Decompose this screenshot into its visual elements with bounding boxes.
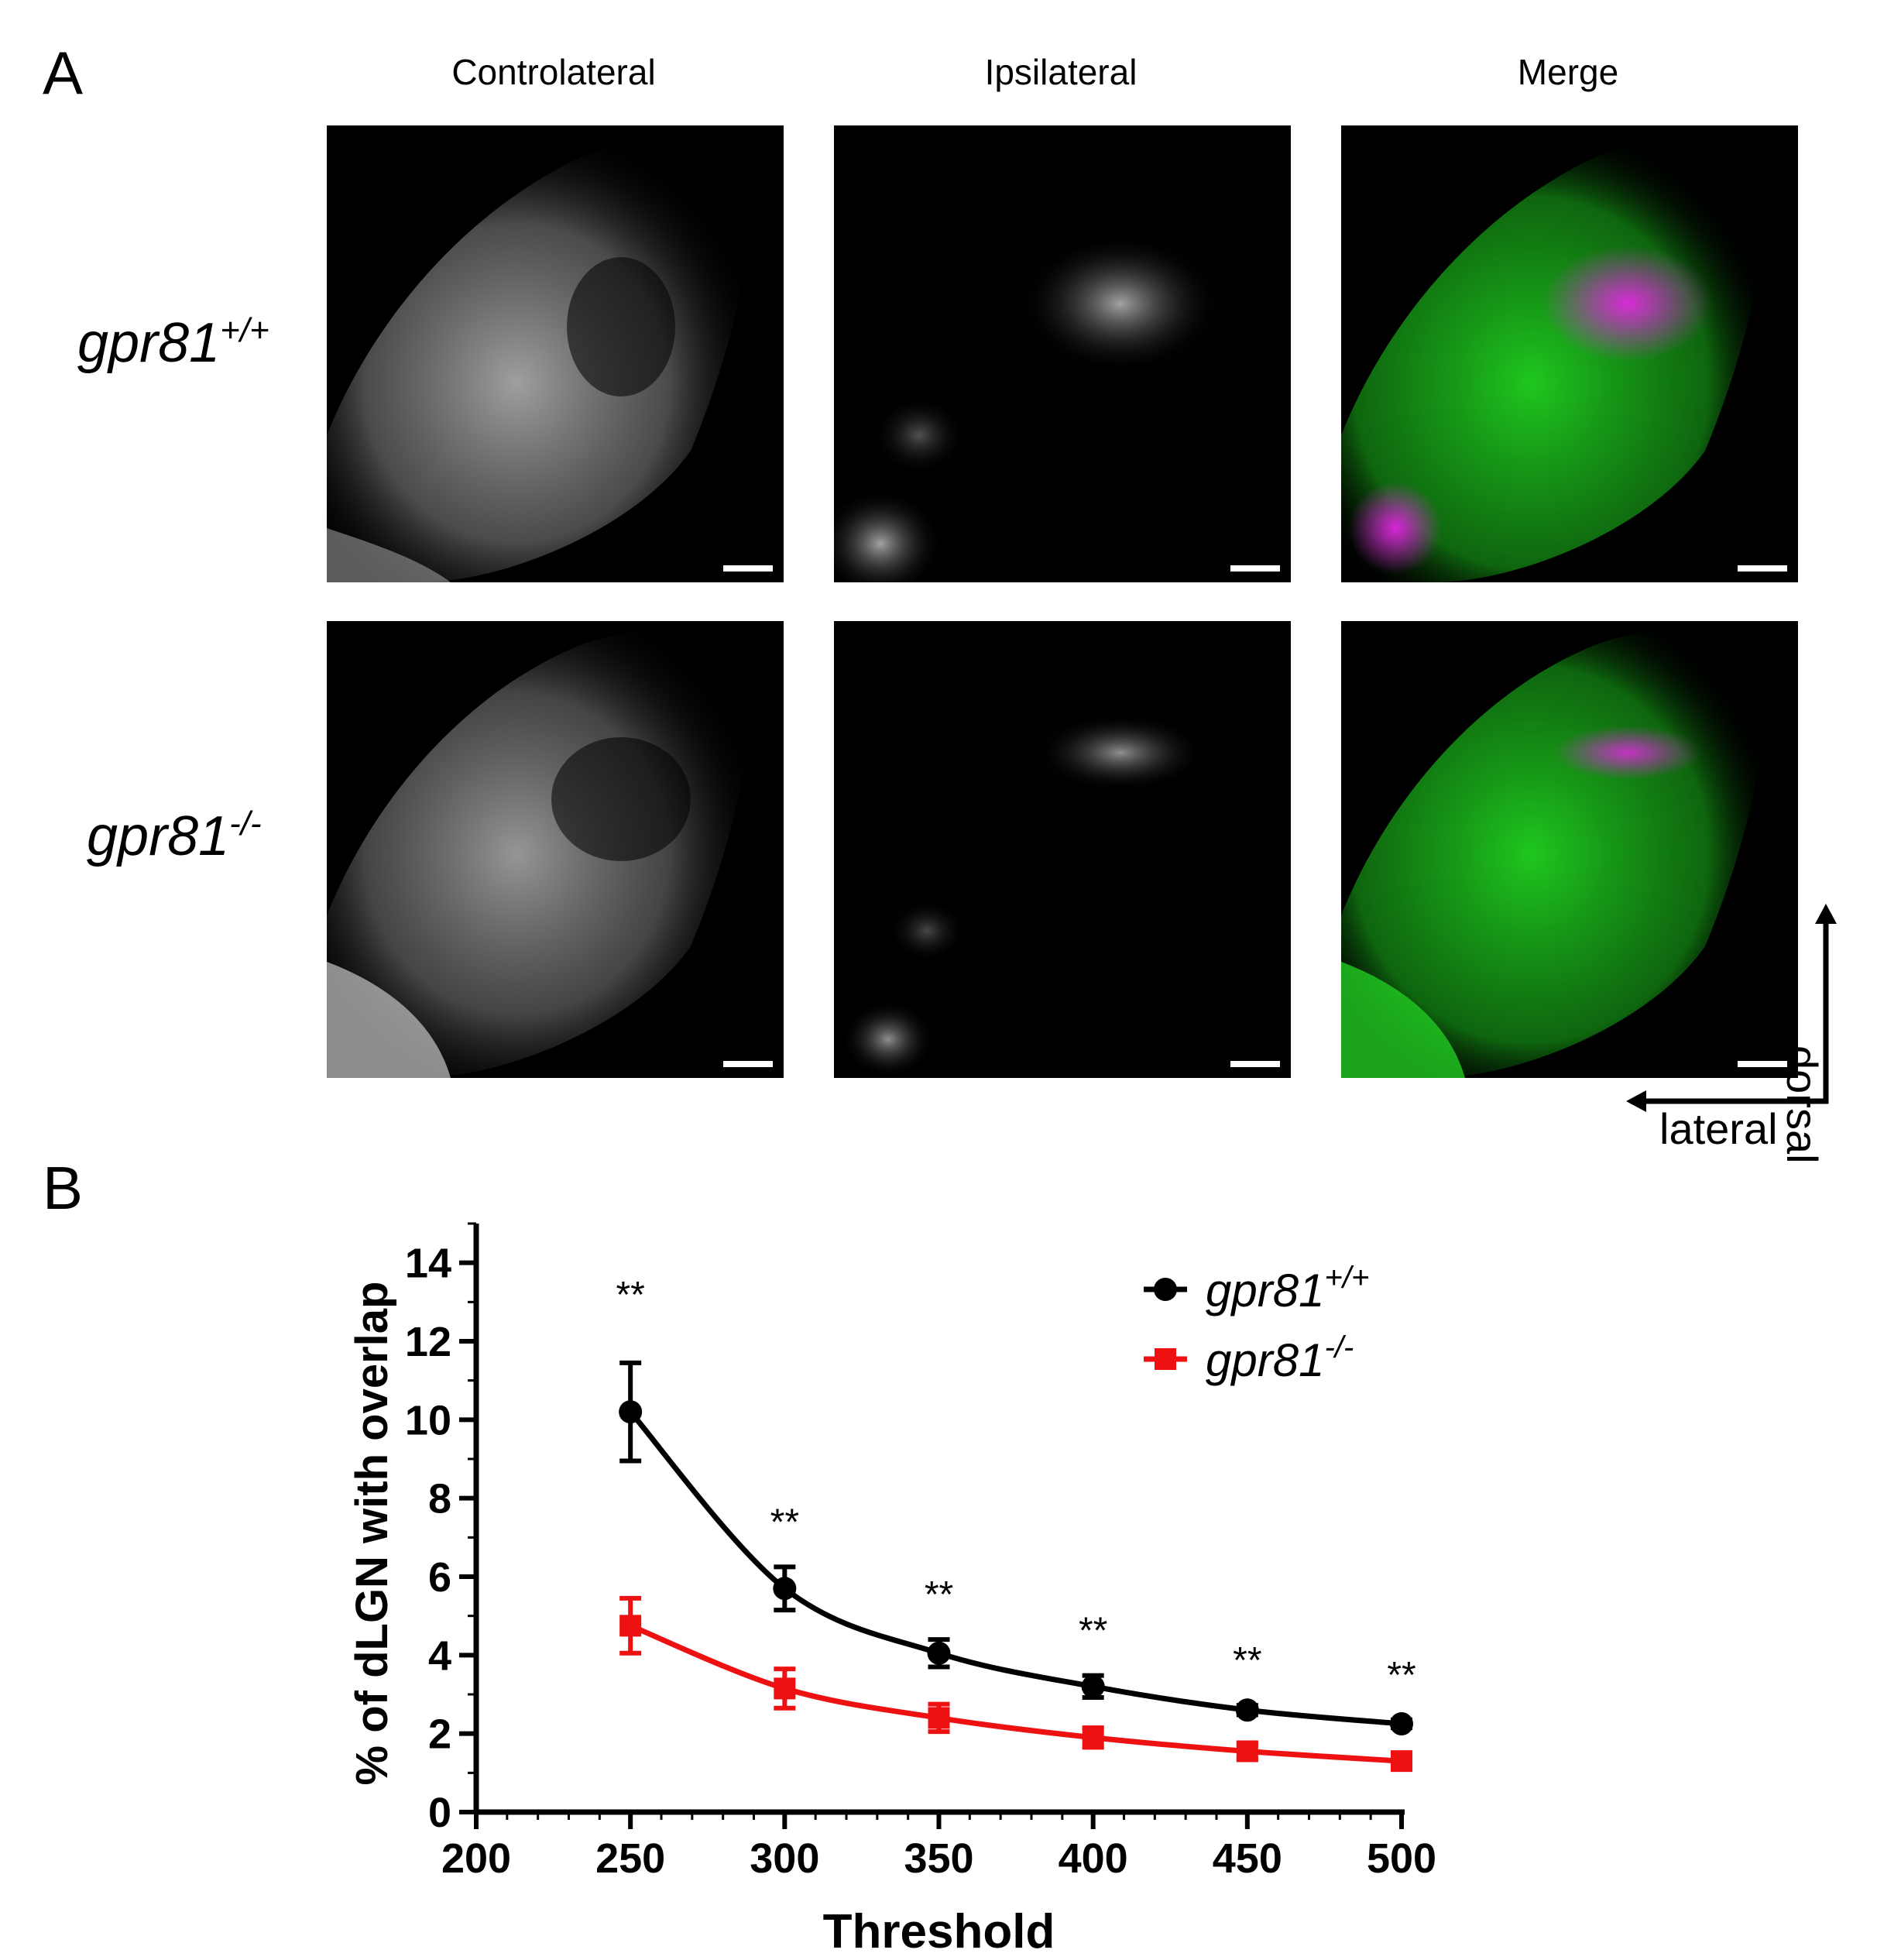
x-tick-label: 200 bbox=[441, 1835, 511, 1882]
micrograph-ko-merge bbox=[1341, 621, 1798, 1078]
data-point bbox=[928, 1707, 950, 1729]
panel-a-letter: A bbox=[43, 39, 84, 107]
dorsal-arrow-head bbox=[1815, 904, 1837, 924]
y-tick-label: 14 bbox=[405, 1241, 451, 1287]
data-point bbox=[1236, 1740, 1258, 1763]
y-tick-label: 10 bbox=[405, 1397, 451, 1443]
micrograph-wt-merge bbox=[1341, 125, 1798, 582]
x-tick-label: 250 bbox=[595, 1835, 665, 1882]
y-tick-label: 12 bbox=[405, 1319, 451, 1365]
row-label-wildtype: gpr81+/+ bbox=[77, 311, 269, 374]
y-tick-label: 4 bbox=[428, 1632, 451, 1679]
row-label-knockout-base: gpr81 bbox=[87, 805, 230, 867]
data-point bbox=[773, 1577, 797, 1601]
y-tick-label: 8 bbox=[428, 1476, 451, 1522]
column-title-merge: Merge bbox=[1517, 52, 1619, 92]
micrograph-ko-merge-image bbox=[1341, 630, 1764, 1078]
micrograph-wt-ipsilateral-image bbox=[834, 234, 1221, 582]
legend-label-sup: -/- bbox=[1324, 1330, 1354, 1364]
legend-label-base: gpr81 bbox=[1206, 1265, 1324, 1316]
significance-label: ** bbox=[1233, 1640, 1261, 1681]
micrograph-wt-controlateral bbox=[327, 125, 784, 582]
series-line-1 bbox=[629, 1623, 1402, 1764]
legend-label-base: gpr81 bbox=[1206, 1334, 1324, 1386]
significance-label: ** bbox=[925, 1574, 953, 1615]
x-tick-label: 450 bbox=[1213, 1835, 1282, 1882]
data-point bbox=[774, 1677, 796, 1700]
micrograph-wt-ipsilateral bbox=[834, 125, 1291, 582]
panel-b-letter: B bbox=[43, 1154, 84, 1222]
micrograph-wt-controlateral-image bbox=[327, 139, 750, 582]
significance-label: ** bbox=[616, 1275, 644, 1316]
scale-bar bbox=[723, 565, 773, 572]
data-point bbox=[619, 1615, 642, 1637]
y-tick-label: 6 bbox=[428, 1554, 451, 1601]
row-label-knockout: gpr81-/- bbox=[87, 805, 262, 867]
data-point bbox=[1390, 1712, 1413, 1735]
scale-bar bbox=[1230, 1061, 1280, 1067]
row-label-wildtype-sup: +/+ bbox=[220, 311, 269, 349]
orientation-lateral-label: lateral bbox=[1659, 1104, 1778, 1153]
data-point bbox=[1391, 1750, 1412, 1773]
micrograph-ko-ipsilateral bbox=[834, 621, 1291, 1078]
data-point bbox=[619, 1400, 643, 1424]
lateral-arrow-head bbox=[1626, 1090, 1646, 1112]
column-title-ipsilateral: Ipsilateral bbox=[984, 52, 1138, 92]
scale-bar bbox=[1738, 565, 1787, 572]
series-line-0 bbox=[628, 1409, 1402, 1727]
scale-bar bbox=[1230, 565, 1280, 572]
data-point bbox=[1081, 1674, 1105, 1698]
orientation-arrows bbox=[1626, 904, 1837, 1112]
column-title-controlateral: Controlateral bbox=[451, 52, 656, 92]
data-point bbox=[927, 1641, 951, 1665]
micrograph-ko-ipsilateral-image bbox=[842, 714, 1206, 1078]
x-tick-label: 400 bbox=[1059, 1835, 1128, 1882]
micrograph-wt-merge-image bbox=[1341, 139, 1764, 582]
y-axis-label: % of dLGN with overlap bbox=[347, 1282, 397, 1786]
legend-marker bbox=[1154, 1278, 1177, 1301]
legend-marker bbox=[1155, 1348, 1176, 1370]
legend-label-sup: +/+ bbox=[1324, 1261, 1369, 1295]
row-label-wildtype-base: gpr81 bbox=[77, 312, 221, 374]
legend-label: gpr81+/+ bbox=[1206, 1261, 1369, 1316]
x-axis-label: Threshold bbox=[823, 1905, 1055, 1958]
x-tick-label: 300 bbox=[750, 1835, 819, 1882]
x-tick-label: 350 bbox=[904, 1835, 973, 1882]
significance-label: ** bbox=[770, 1502, 799, 1543]
micrograph-ko-controlateral-image bbox=[327, 630, 750, 1078]
significance-label: ** bbox=[1079, 1611, 1107, 1652]
scale-bar bbox=[723, 1061, 773, 1067]
data-point bbox=[1082, 1726, 1104, 1749]
legend-label: gpr81-/- bbox=[1206, 1330, 1354, 1386]
scale-bar bbox=[1738, 1061, 1787, 1067]
micrograph-ko-controlateral bbox=[327, 621, 784, 1078]
x-tick-label: 500 bbox=[1367, 1835, 1436, 1882]
significance-label: ** bbox=[1387, 1655, 1415, 1696]
row-label-knockout-sup: -/- bbox=[229, 805, 262, 843]
y-tick-label: 0 bbox=[428, 1790, 451, 1836]
data-point bbox=[1235, 1698, 1259, 1722]
y-tick-label: 2 bbox=[428, 1711, 451, 1758]
